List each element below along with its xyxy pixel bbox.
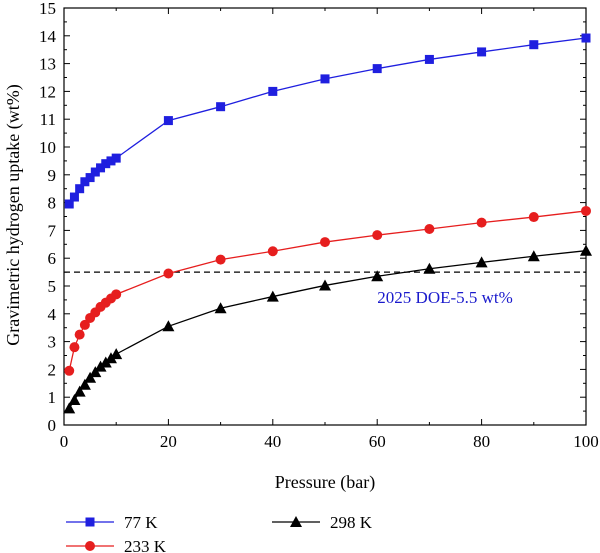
data-point-77-k (163, 116, 173, 126)
data-point-233-k (320, 237, 330, 248)
data-point-298-k (78, 378, 91, 390)
x-tick-label: 60 (369, 432, 386, 451)
data-point-233-k (111, 289, 122, 300)
data-point-77-k (106, 156, 116, 166)
y-tick-label: 12 (39, 82, 56, 101)
y-tick-label: 2 (48, 360, 57, 379)
x-tick-label: 0 (60, 432, 69, 451)
series-line-77-k (68, 37, 587, 205)
series-line-298-k (68, 250, 587, 409)
data-point-298-k (319, 279, 331, 291)
data-point-298-k (110, 348, 123, 360)
y-tick-label: 3 (48, 333, 57, 352)
data-point-77-k (101, 159, 111, 169)
data-point-77-k (90, 167, 100, 177)
data-point-77-k (85, 173, 95, 183)
legend-marker-77-k (85, 517, 95, 527)
y-tick-label: 8 (48, 194, 57, 213)
data-point-77-k (75, 184, 85, 194)
data-point-77-k (96, 163, 106, 173)
data-point-233-k (424, 224, 435, 235)
data-point-233-k (79, 319, 90, 330)
plot-frame (63, 7, 587, 426)
data-point-233-k (215, 254, 226, 265)
data-point-233-k (581, 205, 591, 216)
data-point-298-k (162, 320, 175, 332)
data-point-233-k (528, 212, 539, 223)
data-point-233-k (64, 365, 75, 376)
x-tick-label: 100 (573, 432, 599, 451)
data-point-77-k (320, 74, 330, 84)
y-tick-label: 4 (48, 305, 57, 324)
doe-target-annotation: 2025 DOE-5.5 wt% (377, 288, 513, 307)
data-point-298-k (475, 256, 488, 268)
y-axis-title: Gravimetric hydrogen uptake (wt%) (3, 84, 24, 345)
data-point-77-k (268, 86, 278, 96)
x-axis-title: Pressure (bar) (275, 472, 375, 493)
y-tick-label: 7 (48, 221, 57, 240)
data-point-77-k (477, 47, 487, 57)
data-point-298-k (371, 270, 384, 282)
data-point-77-k (529, 40, 539, 50)
y-tick-label: 15 (39, 0, 56, 18)
data-point-77-k (111, 153, 121, 163)
y-tick-label: 14 (39, 27, 57, 46)
data-point-77-k (216, 102, 226, 112)
data-point-298-k (68, 393, 81, 405)
y-tick-label: 9 (48, 166, 57, 185)
y-tick-label: 1 (48, 388, 57, 407)
y-tick-label: 11 (40, 110, 56, 129)
y-tick-label: 10 (39, 138, 56, 157)
data-point-298-k (423, 262, 436, 274)
data-point-77-k (424, 54, 434, 64)
data-point-77-k (64, 199, 74, 209)
data-point-233-k (372, 230, 383, 241)
data-point-77-k (581, 33, 591, 43)
legend-marker-233-k (85, 541, 95, 551)
legend: 77 K 233 K 298 K (66, 513, 373, 553)
y-tick-label: 5 (48, 277, 57, 296)
y-tick-label: 6 (48, 249, 57, 268)
data-point-298-k (214, 302, 227, 314)
data-point-298-k (580, 244, 592, 256)
data-point-77-k (80, 177, 90, 187)
data-point-77-k (69, 192, 79, 202)
data-point-77-k (372, 64, 382, 74)
x-tick-label: 20 (160, 432, 177, 451)
legend-label-298-k: 298 K (330, 513, 373, 532)
data-point-233-k (69, 342, 80, 353)
data-point-298-k (84, 371, 97, 383)
data-point-298-k (73, 385, 86, 397)
data-point-233-k (74, 329, 85, 340)
x-tick-label: 80 (473, 432, 490, 451)
data-point-233-k (267, 246, 278, 257)
data-point-298-k (527, 250, 540, 262)
data-point-298-k (89, 366, 102, 378)
data-point-233-k (163, 268, 174, 279)
legend-marker-298-k (290, 516, 302, 527)
data-point-298-k (63, 402, 76, 414)
y-tick-label: 13 (39, 55, 56, 74)
x-tick-label: 40 (264, 432, 281, 451)
data-point-233-k (476, 217, 487, 228)
legend-label-77-k: 77 K (124, 513, 158, 532)
data-point-298-k (266, 290, 279, 302)
y-tick-label: 0 (48, 416, 57, 435)
legend-label-233-k: 233 K (124, 537, 167, 553)
